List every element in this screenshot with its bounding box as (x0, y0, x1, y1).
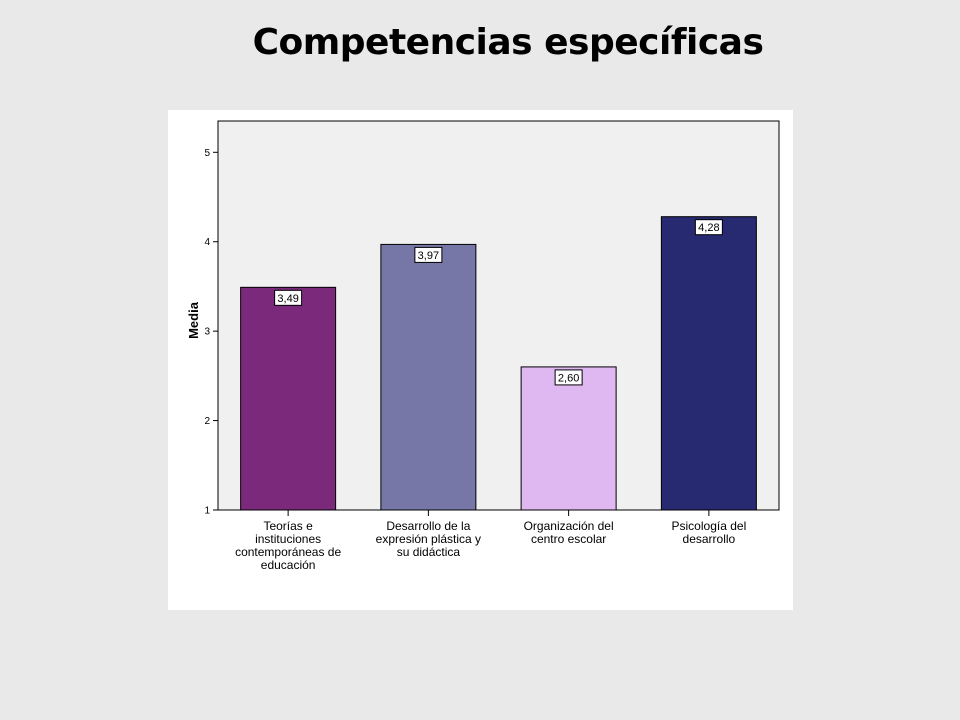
data-label-box (414, 246, 443, 263)
x-category-label-line: expresión plástica y (376, 532, 481, 546)
x-category-label-line: desarrollo (683, 532, 736, 546)
x-category-label: Desarrollo de la expresión plástica y su d… (376, 519, 481, 559)
y-tick-label: 2 (204, 416, 210, 427)
y-axis-label: Media (186, 301, 201, 339)
data-label-box (274, 289, 303, 306)
data-label-box (554, 369, 583, 386)
data-label: 3,97 (418, 250, 439, 262)
data-label: 2,60 (558, 372, 579, 384)
x-category-label-line: su didáctica (397, 545, 461, 559)
x-category-label-line: Organización del (524, 519, 614, 533)
chart-panel: 1 2 3 4 5 Media 3,49 Teorías e instituciones cont… (168, 110, 793, 610)
x-category-label: Psicología del desarrollo (672, 519, 747, 546)
y-tick-label: 4 (204, 237, 210, 248)
bar-chart: 1 2 3 4 5 Media 3,49 Teorías e instituciones cont… (186, 120, 780, 572)
data-label: 3,49 (277, 293, 298, 305)
bar (240, 286, 337, 511)
slide-title: Competencias específicas (252, 22, 764, 63)
bar (380, 243, 477, 511)
x-category-label-line: educación (261, 558, 316, 572)
y-tick-label: 1 (204, 506, 210, 517)
x-category-label-line: Teorías e (263, 519, 313, 533)
x-category-label-line: Psicología del (672, 519, 747, 533)
bar (660, 216, 757, 511)
data-label: 4,28 (698, 222, 719, 234)
x-category-label-line: Desarrollo de la (386, 519, 470, 533)
x-category-label-line: centro escolar (531, 532, 606, 546)
y-tick-label: 5 (204, 148, 210, 159)
bar (520, 366, 617, 511)
data-label-box (694, 219, 723, 236)
x-category-label: Organización del centro escolar (524, 519, 614, 546)
x-category-label: Teorías e instituciones contemporáneas de e… (235, 519, 341, 572)
x-category-label-line: contemporáneas de (235, 545, 341, 559)
y-tick-label: 3 (204, 327, 210, 338)
x-category-label-line: instituciones (255, 532, 321, 546)
